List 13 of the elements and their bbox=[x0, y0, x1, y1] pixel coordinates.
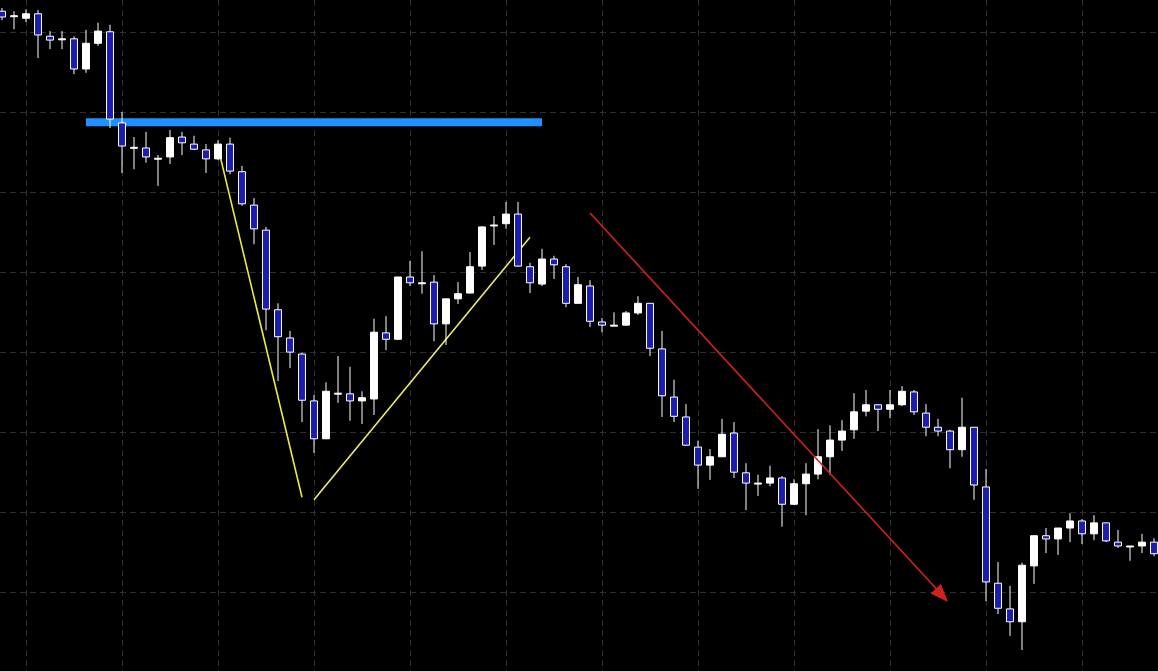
candlestick bbox=[862, 389, 870, 417]
candlestick bbox=[574, 276, 582, 304]
candlestick bbox=[814, 428, 822, 480]
candlestick bbox=[118, 111, 126, 174]
candlestick bbox=[598, 317, 606, 333]
candlestick bbox=[22, 8, 30, 23]
candlestick bbox=[382, 315, 390, 351]
candlestick bbox=[874, 404, 882, 432]
candlestick bbox=[886, 389, 894, 419]
candlestick bbox=[766, 465, 774, 487]
candlestick bbox=[706, 448, 714, 481]
candlestick bbox=[790, 478, 798, 506]
candlestick bbox=[742, 462, 750, 511]
